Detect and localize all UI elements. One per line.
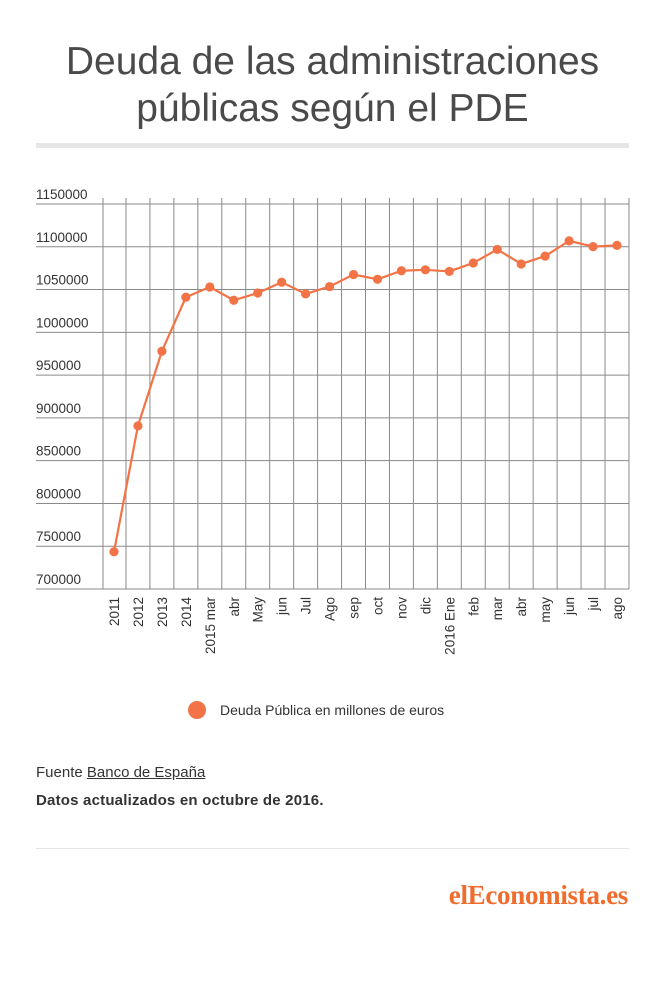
data-point: [324, 281, 335, 292]
y-tick-label: 800000: [36, 486, 81, 501]
grid-layer: [36, 198, 630, 590]
legend-label: Deuda Pública en millones de euros: [220, 702, 445, 718]
data-point: [564, 236, 574, 246]
x-tick-label: jun: [275, 597, 290, 616]
data-point: [612, 240, 622, 251]
data-point: [516, 259, 526, 269]
data-point: [109, 547, 119, 557]
source-line: Fuente Banco de España: [36, 764, 205, 781]
data-point: [492, 244, 502, 255]
data-point: [277, 277, 287, 287]
legend-marker: [188, 701, 206, 719]
legend: Deuda Pública en millones de euros: [188, 701, 444, 719]
y-tick-label: 1100000: [36, 230, 88, 245]
data-point: [348, 269, 359, 280]
data-point: [468, 258, 478, 268]
data-point: [229, 295, 239, 305]
data-point: [205, 282, 215, 292]
data-point: [396, 266, 407, 276]
source-prefix: Fuente: [36, 764, 87, 781]
x-tick-label: dic: [418, 597, 433, 615]
footer-divider: [36, 848, 629, 849]
y-tick-label: 1050000: [36, 273, 89, 288]
x-tick-label: sep: [347, 597, 362, 619]
x-tick-label: oct: [370, 597, 385, 615]
data-point: [157, 346, 167, 356]
updated-note: Datos actualizados en octubre de 2016.: [36, 792, 324, 809]
data-point: [372, 274, 383, 284]
y-tick-label: 900000: [36, 401, 81, 416]
data-point: [181, 292, 191, 302]
x-tick-label: 2011: [107, 597, 122, 626]
x-tick-label: ago: [610, 597, 625, 620]
x-tick-label: Ago: [323, 597, 338, 621]
x-tick-label: jun: [562, 597, 577, 616]
data-point: [253, 288, 263, 298]
x-tick-label: mar: [490, 596, 505, 620]
y-tick-label: 700000: [36, 572, 81, 587]
y-tick-label: 950000: [36, 358, 81, 373]
x-tick-label: 2016 Ene: [442, 597, 457, 655]
x-tick-label: Jul: [299, 597, 314, 614]
title-divider: [36, 143, 629, 148]
x-tick-label: 2013: [155, 597, 170, 627]
x-tick-label: abr: [514, 596, 529, 616]
title-line-2: públicas según el PDE: [136, 87, 529, 130]
y-tick-label: 850000: [36, 444, 81, 459]
data-point: [133, 421, 143, 431]
series-line: [112, 239, 618, 552]
line-chart: 1150000 1100000 1050000 1000000 950000 900000…: [36, 187, 630, 655]
y-tick-label: 750000: [36, 529, 81, 544]
data-point: [540, 251, 550, 261]
y-tick-label: 1150000: [36, 187, 88, 202]
y-axis-labels: 1150000 1100000 1050000 1000000 950000 900000…: [36, 187, 89, 587]
data-point: [444, 266, 454, 277]
x-tick-label: abr: [227, 596, 242, 616]
brand-logo[interactable]: elEconomista.es: [448, 880, 629, 910]
x-tick-label: nov: [394, 597, 409, 619]
x-tick-label: 2012: [131, 597, 146, 627]
data-point: [588, 242, 598, 252]
x-tick-label: 2014: [179, 597, 194, 628]
source-link[interactable]: Banco de España: [86, 764, 206, 781]
x-tick-label: may: [538, 597, 553, 623]
data-point: [420, 265, 430, 275]
x-tick-label: 2015 mar: [203, 597, 218, 655]
data-point: [301, 289, 311, 299]
chart-title: Deuda de las administraciones públicas s…: [0, 38, 665, 132]
x-axis-labels: 2011 2012 2013 2014 2015 mar abr May jun Jul Ago s…: [107, 596, 625, 654]
x-tick-label: May: [251, 597, 266, 623]
x-tick-label: jul: [586, 597, 601, 612]
title-line-1: Deuda de las administraciones: [65, 40, 600, 83]
y-tick-label: 1000000: [36, 315, 89, 330]
x-tick-label: feb: [466, 597, 481, 616]
series-layer: [109, 236, 622, 557]
